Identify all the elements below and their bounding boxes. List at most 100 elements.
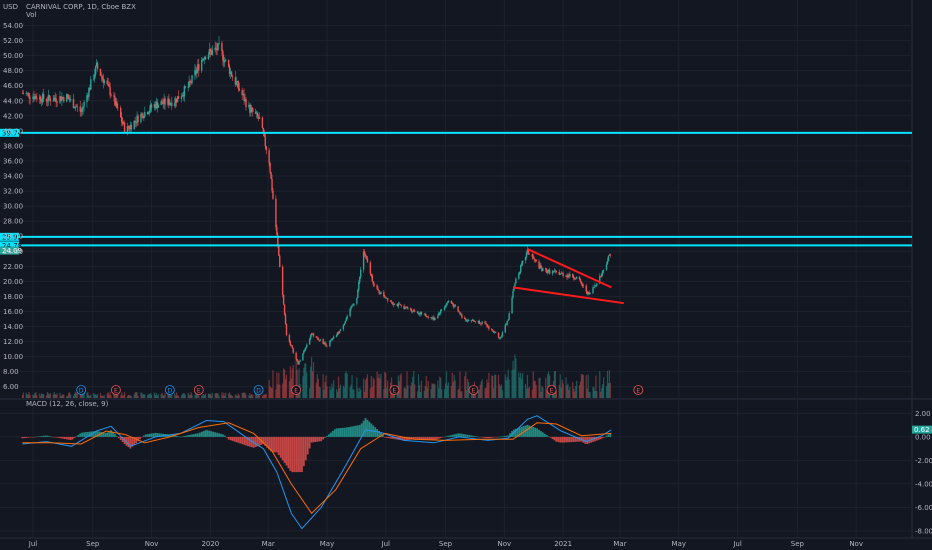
candle-body: [405, 306, 407, 308]
macd-hist-bar: [567, 436, 569, 443]
macd-hist-bar: [73, 436, 76, 438]
candle-body: [209, 49, 212, 51]
macd-hist-bar: [223, 435, 226, 437]
macd-hist-bar: [63, 436, 66, 439]
candle-body: [573, 277, 575, 279]
candle-body: [90, 79, 92, 90]
macd-line: [22, 415, 612, 530]
macd-hist-bar: [480, 436, 483, 438]
macd-hist-bar: [227, 436, 230, 440]
volume-bar: [379, 378, 381, 398]
macd-hist-bar: [501, 436, 504, 437]
volume-bar: [116, 394, 118, 398]
volume-bar: [110, 395, 112, 398]
candle-body: [82, 106, 84, 109]
candle-body: [454, 304, 456, 307]
candle-body: [430, 317, 432, 319]
volume-bar: [248, 395, 250, 398]
earnings-marker: [110, 385, 121, 395]
volume-bar: [495, 374, 497, 398]
candle-body: [578, 276, 581, 280]
macd-hist-bar: [435, 436, 438, 440]
volume-bar: [511, 369, 513, 398]
macd-hist-bar: [85, 432, 87, 437]
candle-body: [28, 93, 30, 99]
volume-bar: [224, 395, 226, 398]
macd-hist-bar: [281, 436, 284, 461]
volume-bar: [465, 371, 467, 398]
volume-bar: [128, 395, 130, 398]
candle-body: [325, 343, 327, 346]
volume-bar: [252, 394, 254, 398]
candle-body: [501, 332, 504, 337]
volume-bar: [467, 378, 469, 398]
volume-bar: [344, 373, 346, 398]
candle-body: [194, 70, 196, 76]
macd-hist-bar: [100, 432, 103, 437]
volume-bar: [461, 391, 463, 398]
volume-bar: [602, 384, 604, 398]
volume-bar: [527, 388, 530, 398]
macd-hist-bar: [507, 435, 510, 437]
candle-body: [271, 178, 273, 191]
macd-hist-bar: [158, 433, 161, 437]
candle-body: [95, 62, 98, 67]
candle-body: [87, 95, 89, 97]
candle-body: [66, 94, 69, 97]
macd-hist-bar: [135, 436, 138, 443]
volume-bar: [358, 391, 360, 398]
candle-body: [236, 81, 239, 83]
volume-bar: [372, 377, 374, 398]
macd-hist-bar: [237, 436, 240, 443]
candle-body: [204, 56, 207, 60]
volume-bar: [144, 394, 146, 398]
candle-body: [136, 115, 138, 123]
candle-body: [248, 104, 250, 108]
candle-body: [218, 42, 220, 44]
volume-bar: [538, 378, 540, 398]
candle-body: [222, 51, 224, 61]
candle-body: [560, 272, 562, 274]
candle-body: [168, 98, 170, 106]
earnings-marker-label: E: [636, 387, 640, 394]
macd-hist-bar: [44, 435, 47, 437]
earnings-marker: [389, 385, 400, 395]
macd-hist-bar: [414, 436, 417, 440]
candle-body: [336, 332, 339, 335]
x-tick-label: Nov: [497, 540, 511, 548]
macd-hist-bar: [358, 424, 361, 437]
volume-bar: [609, 382, 611, 398]
macd-hist-bar: [117, 436, 120, 439]
volume-bar: [312, 362, 315, 398]
candle-body: [197, 64, 199, 70]
candle-body: [339, 329, 342, 332]
macd-hist-bar: [202, 431, 205, 437]
candle-body: [432, 317, 434, 319]
macd-hist-bar: [572, 436, 575, 442]
volume-bar: [457, 390, 459, 398]
candle-body: [252, 108, 254, 112]
candle-body: [406, 306, 408, 309]
candle-body: [485, 323, 487, 324]
volume-bar: [451, 372, 453, 398]
candle-body: [480, 323, 482, 325]
macd-hist-bar: [42, 435, 45, 437]
volume-bar: [518, 372, 520, 398]
y-tick-label: 38.00: [3, 142, 23, 150]
volume-bar: [554, 370, 557, 398]
candle-body: [493, 330, 495, 333]
candle-body: [607, 255, 610, 261]
candle-body: [170, 102, 172, 104]
candle-body: [264, 136, 266, 147]
macd-hist-bar: [461, 433, 463, 437]
macd-hist-bar: [453, 434, 456, 437]
volume-bar: [100, 395, 103, 398]
volume-bar: [155, 393, 157, 398]
macd-hist-bar: [391, 436, 394, 439]
candle-body: [356, 297, 358, 304]
macd-hist-bar: [368, 421, 371, 437]
macd-hist-bar: [366, 419, 369, 437]
candle-body: [479, 323, 481, 325]
volume-bar: [413, 370, 415, 398]
